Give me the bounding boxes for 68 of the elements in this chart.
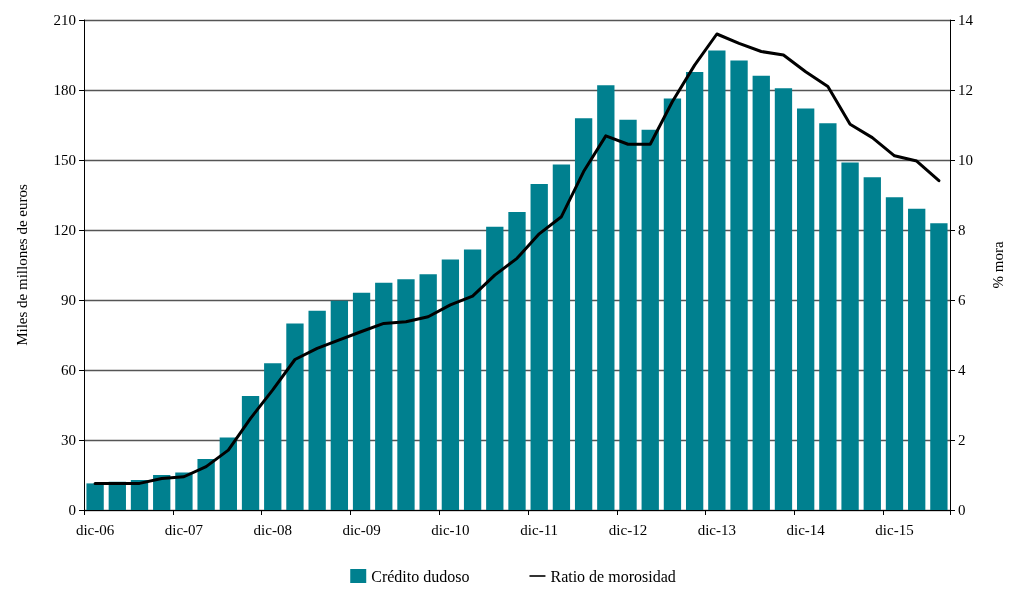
x-tick-label: dic-06 — [75, 521, 115, 538]
bar — [730, 60, 748, 510]
x-tick-label: dic-14 — [786, 521, 826, 538]
x-tick-label: dic-09 — [342, 521, 381, 538]
bar — [930, 223, 948, 510]
y2-tick-label: 2 — [958, 432, 966, 448]
bar — [574, 118, 593, 510]
y-axis-title: Miles de millones de euros — [13, 184, 30, 346]
y-tick-label: 210 — [53, 12, 76, 28]
y-tick-label: 90 — [61, 292, 76, 308]
bar — [797, 108, 815, 510]
bar — [508, 212, 526, 510]
legend-label: Ratio de morosidad — [550, 567, 676, 585]
bar — [241, 395, 260, 510]
bar — [308, 310, 326, 510]
y2-tick-label: 14 — [958, 12, 974, 28]
bar — [530, 184, 548, 510]
bar — [175, 472, 193, 510]
x-tick-label: dic-11 — [520, 521, 559, 538]
bar — [908, 208, 926, 510]
y2-tick-label: 12 — [958, 82, 973, 98]
y2-tick-label: 4 — [958, 362, 966, 378]
bar — [619, 119, 637, 510]
bar — [86, 483, 104, 510]
y2-tick-label: 8 — [958, 222, 966, 238]
bar — [375, 282, 393, 510]
bar — [330, 300, 349, 510]
bar — [752, 75, 770, 510]
bar — [597, 85, 615, 510]
x-tick-label: dic-08 — [253, 521, 292, 538]
y-tick-label: 30 — [61, 432, 76, 448]
bar — [863, 177, 881, 510]
bar — [663, 98, 682, 510]
x-tick-label: dic-10 — [431, 521, 470, 538]
bar — [264, 363, 282, 510]
bar — [286, 323, 304, 510]
bar — [552, 164, 571, 510]
bar — [419, 274, 437, 510]
bar — [153, 475, 171, 510]
x-tick-label: dic-13 — [697, 521, 737, 538]
x-tick-label: dic-07 — [164, 521, 204, 538]
bar — [441, 259, 460, 510]
bar — [219, 437, 237, 510]
y2-tick-label: 6 — [958, 292, 966, 308]
bar — [819, 123, 837, 510]
bar — [841, 162, 859, 510]
y-tick-label: 120 — [53, 222, 76, 238]
bar — [197, 458, 215, 510]
bar — [708, 50, 726, 510]
bar — [352, 292, 371, 510]
y2-axis-title: % mora — [989, 241, 1006, 289]
bar — [685, 72, 704, 510]
bar — [774, 88, 793, 510]
x-tick-label: dic-15 — [875, 521, 914, 538]
line-series — [93, 32, 941, 485]
legend-label: Crédito dudoso — [371, 567, 470, 585]
bar — [486, 226, 504, 510]
y-tick-label: 0 — [68, 502, 76, 518]
y-tick-label: 60 — [61, 362, 76, 378]
y2-tick-label: 0 — [958, 502, 966, 518]
y-tick-label: 150 — [53, 152, 76, 168]
bar — [463, 249, 482, 510]
bar — [641, 129, 659, 510]
bar — [397, 279, 415, 510]
y2-tick-label: 10 — [958, 152, 973, 168]
bar — [885, 197, 904, 510]
x-tick-label: dic-12 — [608, 521, 648, 538]
y-tick-label: 180 — [53, 82, 76, 98]
